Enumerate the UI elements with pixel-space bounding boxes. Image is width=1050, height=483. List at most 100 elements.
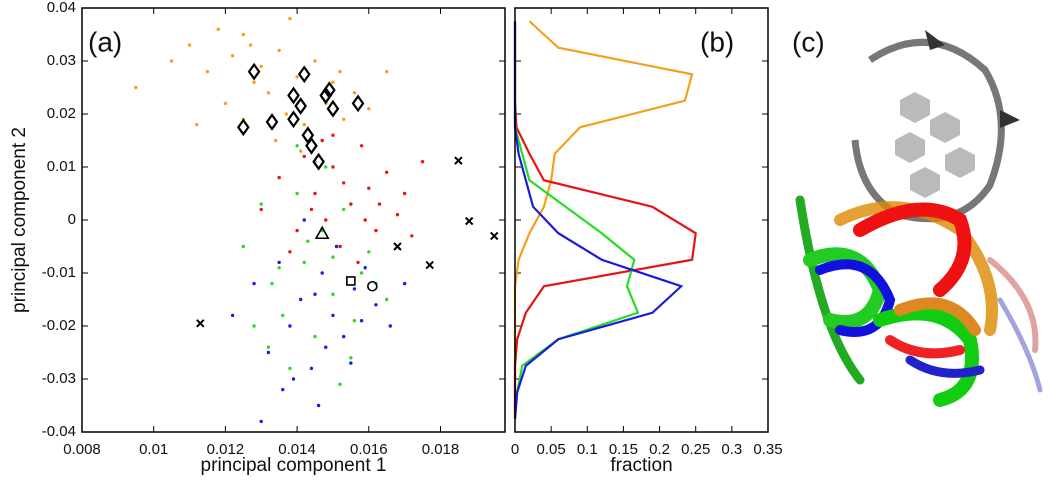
point — [374, 228, 378, 233]
y-axis-title: principal component 2 — [9, 127, 30, 313]
point — [302, 260, 306, 265]
dna-bases — [895, 92, 975, 198]
point — [324, 218, 328, 222]
point — [341, 181, 346, 185]
profile-line — [513, 20, 694, 419]
circle-marker — [367, 280, 378, 292]
point — [252, 80, 256, 84]
point — [334, 244, 339, 249]
point — [338, 69, 342, 74]
point — [205, 69, 210, 74]
y-tick-label: 0.02 — [47, 105, 76, 122]
x-tick-label: 0.2 — [649, 441, 670, 458]
panel-label: (a) — [88, 26, 122, 57]
point — [341, 207, 346, 212]
x-tick-label: 0.014 — [278, 441, 316, 458]
point — [331, 313, 335, 318]
point — [352, 319, 357, 323]
diamond-marker — [312, 152, 325, 171]
point — [338, 244, 342, 249]
point — [385, 170, 389, 174]
point — [410, 234, 414, 238]
point — [241, 32, 246, 37]
point — [331, 80, 335, 84]
x-tick-label: 0.1 — [577, 441, 598, 458]
point — [359, 319, 364, 323]
y-tick-label: -0.04 — [42, 423, 76, 440]
point — [402, 191, 407, 196]
point — [302, 122, 306, 127]
x-tick-label: 0.012 — [207, 441, 245, 458]
diamond-marker — [247, 62, 261, 81]
x-tick-label: 0.008 — [63, 441, 101, 458]
point — [341, 117, 346, 122]
point — [363, 266, 367, 270]
point — [187, 43, 192, 47]
point — [302, 218, 306, 222]
point — [259, 419, 263, 424]
x-tick-label: 0.25 — [681, 441, 710, 458]
point — [309, 366, 314, 371]
x-tick-label: 0.018 — [422, 441, 460, 458]
point — [363, 218, 367, 222]
cross-marker — [196, 319, 205, 328]
diamond-marker — [297, 65, 311, 84]
diamond-marker — [305, 136, 318, 155]
point — [367, 186, 371, 190]
x-axis-title: principal component 1 — [201, 455, 387, 476]
structure-image: (c) — [792, 26, 1043, 407]
point — [313, 191, 317, 196]
plot-1: 0 0.05 0.1 0.15 0.2 0.25 0.3 0.35 fraction (b) — [511, 7, 783, 476]
diamond-marker — [287, 110, 300, 129]
plot-frame — [514, 7, 769, 433]
point — [352, 91, 357, 95]
point — [295, 228, 299, 233]
point — [252, 281, 256, 286]
point — [385, 69, 389, 74]
point — [420, 160, 425, 164]
panel-label: (c) — [792, 26, 825, 57]
y-tick-label: 0.03 — [47, 52, 76, 69]
cross-marker — [393, 242, 402, 251]
cross-marker — [454, 156, 463, 165]
cross-marker — [464, 216, 474, 226]
diamond-marker — [351, 94, 365, 113]
point — [288, 16, 292, 21]
point — [134, 85, 138, 90]
point — [338, 382, 342, 386]
x-tick-label: 0 — [511, 441, 519, 458]
point — [230, 313, 235, 318]
point — [316, 403, 321, 408]
y-tick-label: 0 — [68, 211, 76, 228]
y-tick-label: 0.04 — [47, 0, 76, 16]
point — [349, 202, 353, 206]
point — [259, 202, 263, 206]
point — [273, 138, 278, 143]
point — [270, 281, 274, 286]
point — [313, 59, 317, 63]
point — [277, 175, 281, 180]
point — [331, 133, 335, 137]
x-tick-label: 0.3 — [721, 441, 742, 458]
dna-arrow — [925, 30, 1020, 128]
x-tick-label: 0.05 — [537, 441, 566, 458]
point — [367, 107, 371, 111]
cross-marker — [425, 260, 434, 270]
point — [295, 191, 299, 196]
point — [248, 43, 253, 47]
point — [341, 334, 346, 339]
cross-marker — [490, 231, 499, 241]
point — [313, 292, 317, 296]
point — [313, 334, 317, 339]
point — [295, 75, 299, 79]
y-tick-label: -0.03 — [42, 370, 76, 387]
x-tick-label: 0.01 — [139, 441, 168, 458]
point — [277, 260, 281, 265]
diamond-marker — [265, 113, 279, 131]
point — [298, 297, 303, 302]
point — [331, 255, 335, 259]
diamond-marker — [287, 86, 300, 105]
point — [288, 324, 292, 328]
plot-0: 0.008 0.01 0.012 0.014 0.016 0.018 -0.04 -0.03 -… — [9, 0, 506, 476]
profile-line — [513, 21, 697, 419]
